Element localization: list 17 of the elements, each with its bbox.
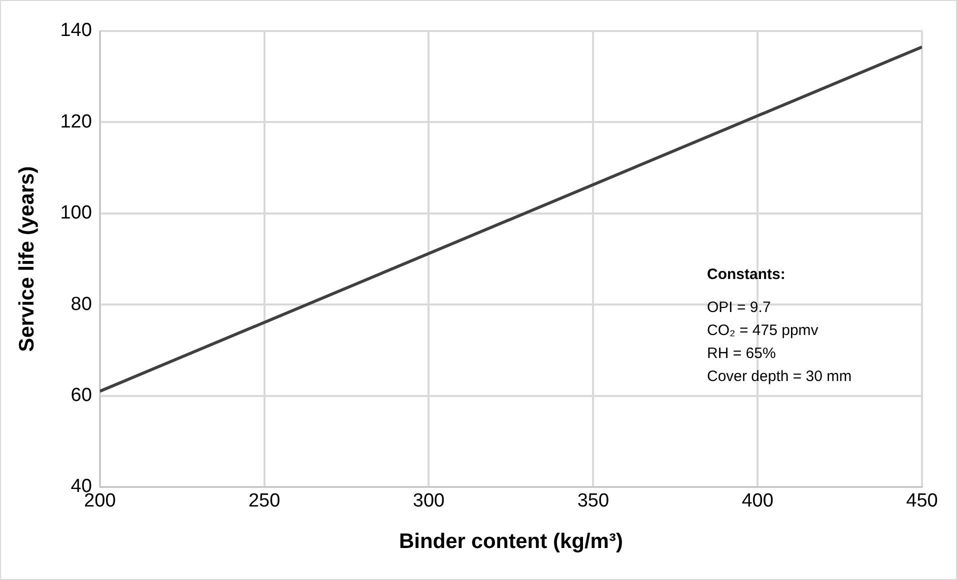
y-tick-label: 120	[60, 111, 92, 132]
annotation: Constants:	[707, 266, 786, 283]
annotation: CO₂ = 475 ppmv	[707, 322, 819, 339]
y-tick-label: 80	[70, 294, 92, 315]
annotation: OPI = 9.7	[707, 299, 771, 316]
x-tick-label: 300	[412, 490, 445, 512]
x-tick-label: 350	[577, 490, 610, 512]
y-tick-label: 100	[60, 202, 92, 224]
y-axis-title: Service life (years)	[15, 166, 38, 352]
x-tick-label: 450	[906, 490, 938, 512]
x-tick-label: 400	[742, 490, 774, 512]
x-tick-label: 250	[248, 490, 280, 512]
annotation: Cover depth = 30 mm	[707, 368, 852, 385]
y-tick-label: 60	[70, 385, 92, 406]
annotation: RH = 65%	[707, 345, 776, 362]
y-tick-label: 140	[60, 20, 92, 42]
x-axis-title: Binder content (kg/m³)	[398, 530, 623, 554]
